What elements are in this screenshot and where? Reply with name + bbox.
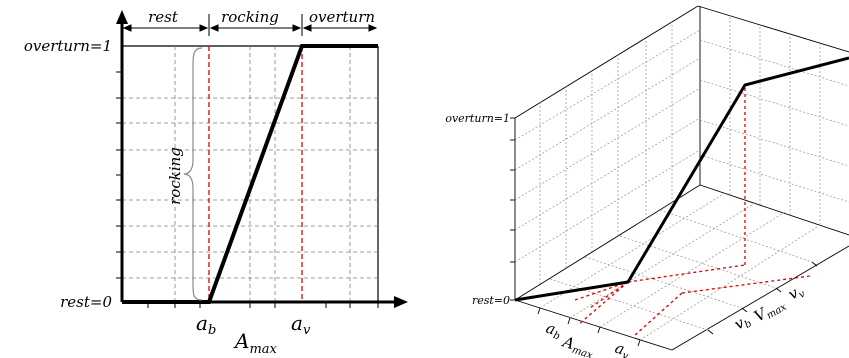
right-threshold-lines: [574, 85, 811, 337]
right-v-b-label: vb: [731, 310, 754, 335]
right-v-v-label: vv: [785, 281, 808, 306]
right-rest-y-label: rest=0: [472, 294, 510, 307]
right-a-v-label: av: [612, 339, 632, 358]
rest-region-label: rest: [148, 8, 179, 26]
a-b-label: ab: [196, 311, 216, 338]
right-x-ticks: [537, 307, 641, 347]
rest-y-label: rest=0: [60, 293, 112, 311]
overturn-y-label: overturn=1: [24, 37, 112, 55]
right-response-line: [514, 56, 849, 302]
right-a-b-label: ab: [543, 319, 564, 343]
right-overturn-y-label: overturn=1: [445, 112, 510, 125]
floor-grid: [539, 192, 821, 341]
left-panel: rest rocking overturn overturn=1 rest=0 …: [24, 8, 408, 357]
back-wall-grid: [514, 22, 701, 284]
right-v-max-label: Vmax: [751, 294, 789, 327]
right-y-ticks: [510, 117, 515, 301]
rocking-side-label: rocking: [166, 147, 184, 205]
a-max-axis-label: Amax: [233, 329, 278, 357]
overturn-region-label: overturn: [309, 8, 375, 26]
right-a-max-label: Amax: [558, 332, 597, 358]
a-v-label: av: [291, 311, 311, 338]
y-axis-arrow: [116, 10, 128, 24]
rocking-region-label: rocking: [221, 8, 279, 26]
top-region-arrows: [122, 14, 378, 36]
left-response-line: [122, 44, 378, 304]
left-grid: [122, 46, 378, 302]
x-axis-arrow: [394, 296, 408, 308]
right-depth-ticks: [707, 261, 818, 335]
side-wall-grid: [699, 16, 849, 225]
right-panel: overturn=1 rest=0 ab Amax av vb Vmax vv: [445, 5, 849, 358]
rocking-brace: [183, 47, 203, 301]
